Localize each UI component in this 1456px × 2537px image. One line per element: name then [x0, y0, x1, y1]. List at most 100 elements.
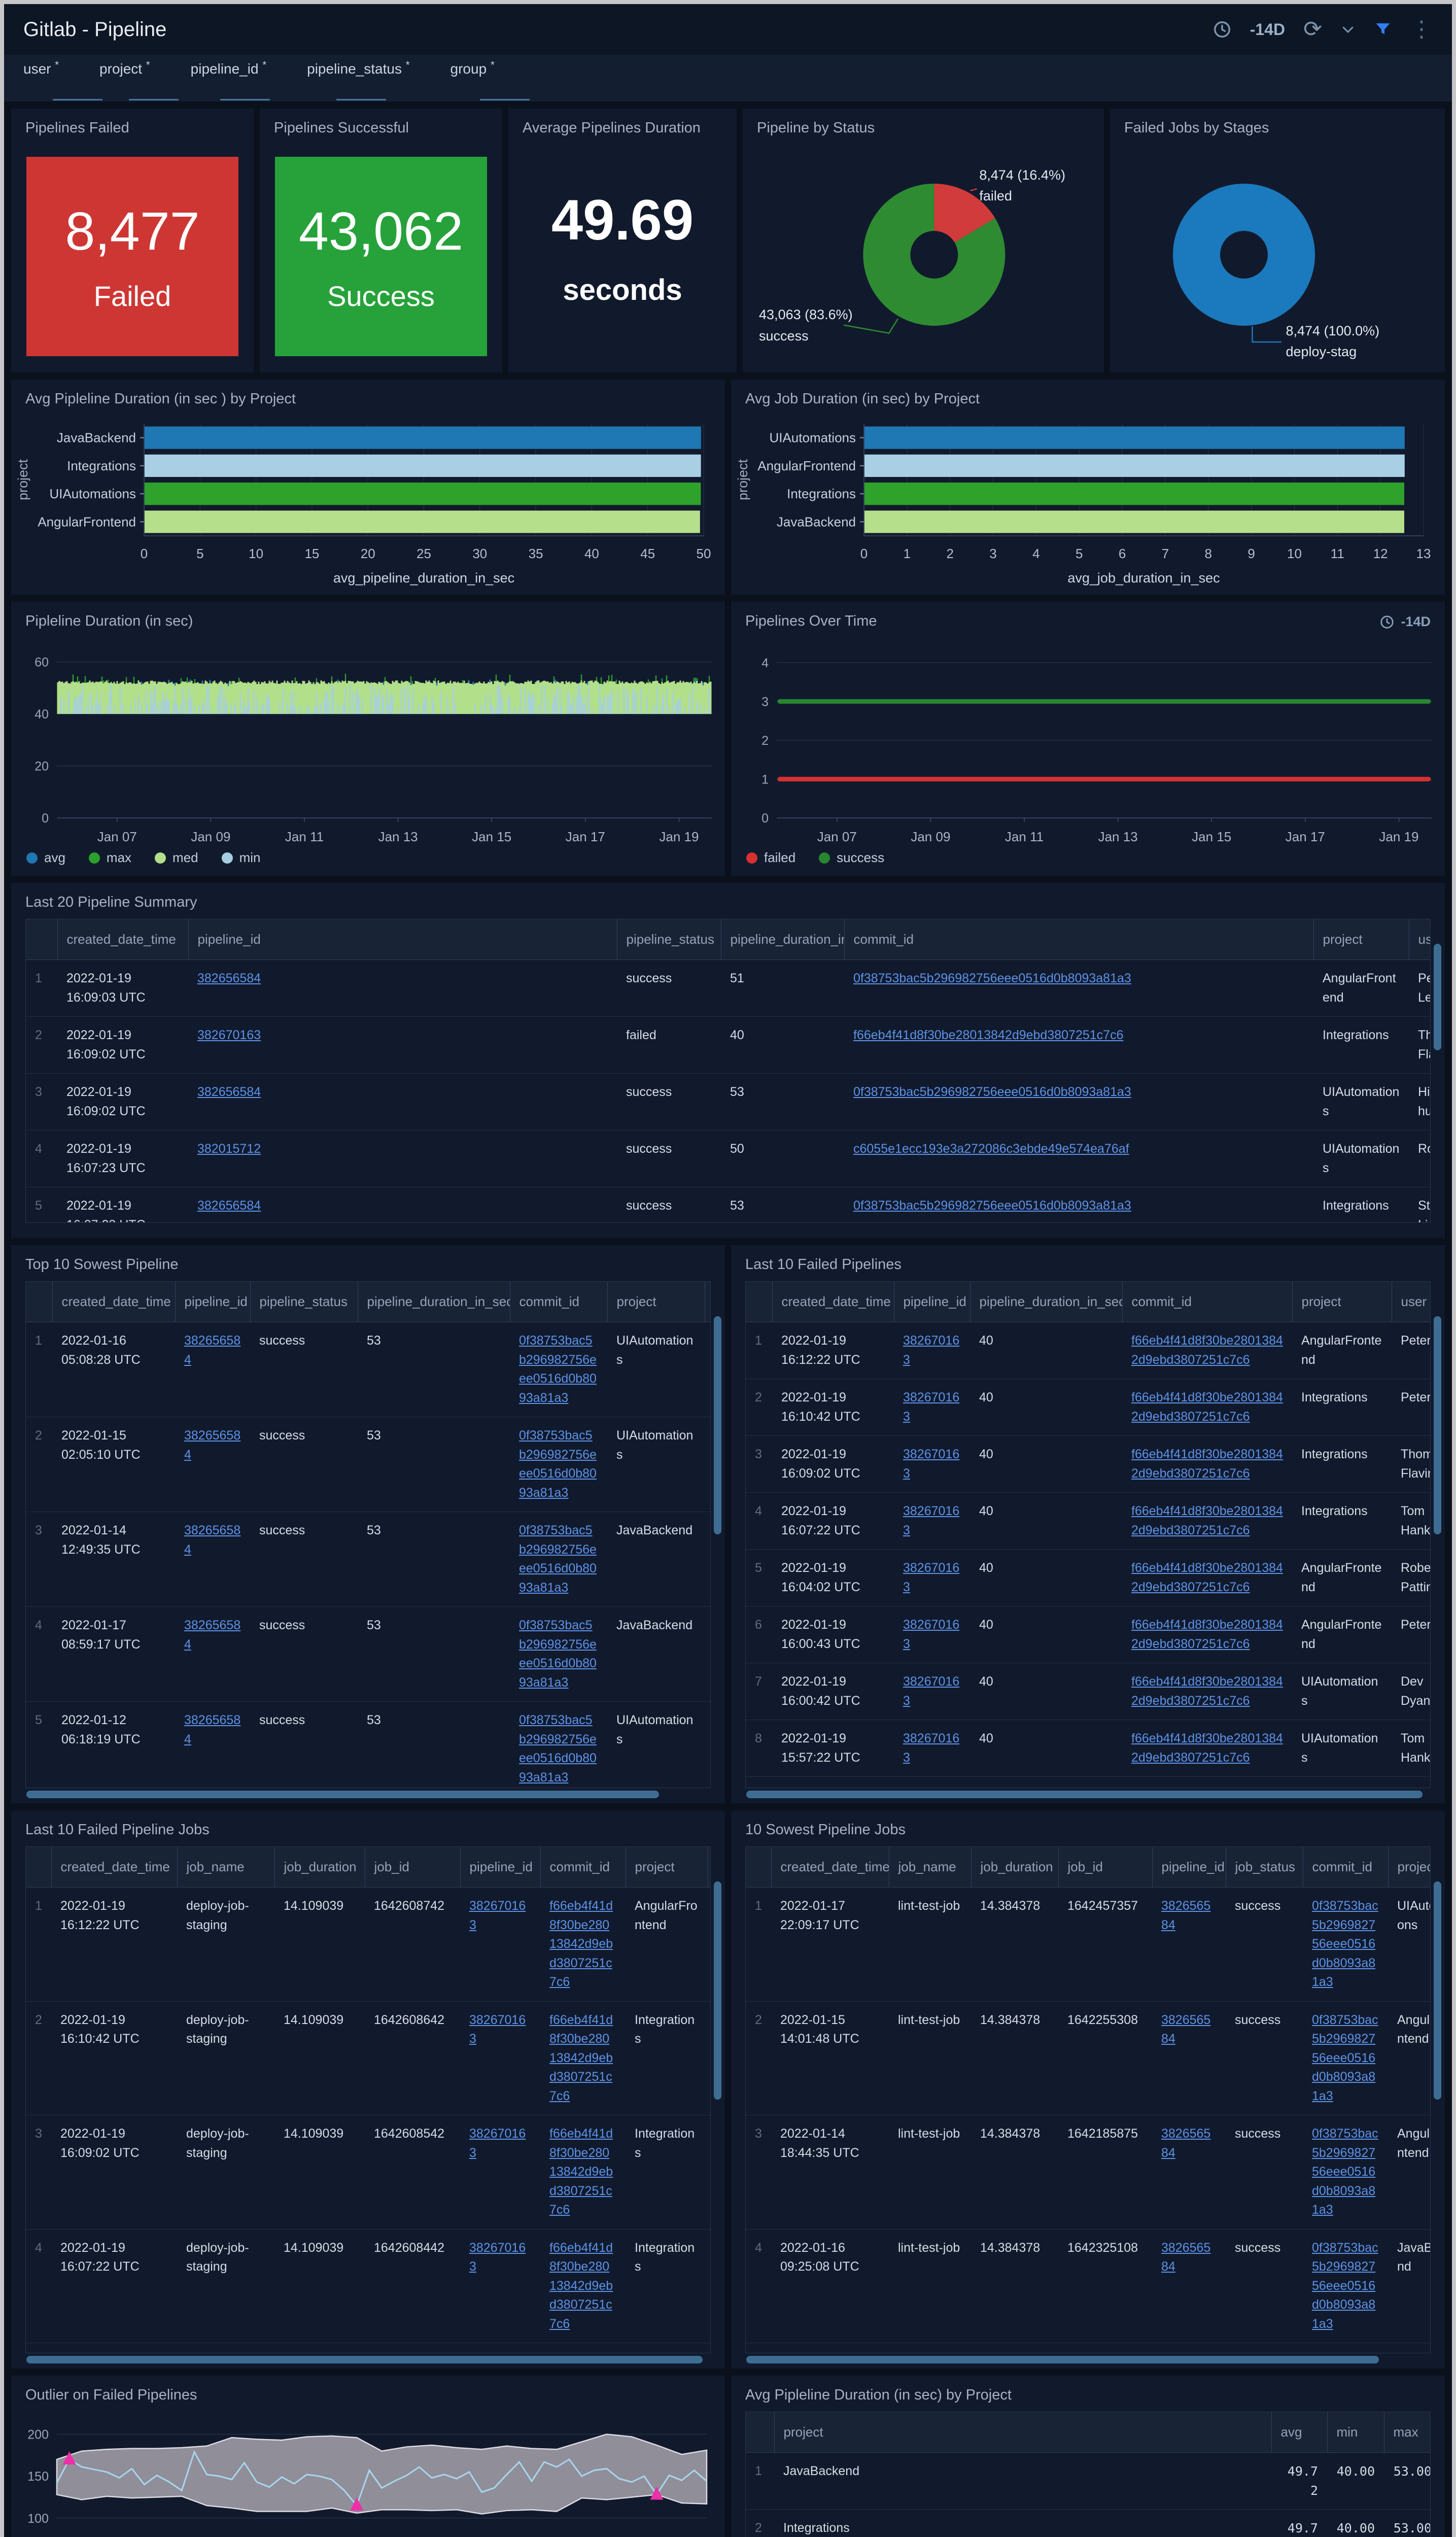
- column-header-created_date_time[interactable]: created_date_time: [771, 1847, 889, 1888]
- kebab-menu-icon[interactable]: ⋮: [1410, 17, 1433, 42]
- avg-pipeline-duration-bar-chart[interactable]: 0 5 10 15 20 25 30 35 40 45 50 JavaBackend Integrati…: [11, 413, 725, 595]
- pipeline_id-link[interactable]: 382656584: [1161, 2240, 1211, 2274]
- chevron-down-icon[interactable]: [1340, 22, 1356, 37]
- column-header-commit_id[interactable]: commit_id: [1122, 1282, 1292, 1322]
- pipeline_id-link[interactable]: 382656584: [1161, 2127, 1211, 2160]
- pipeline_id-link[interactable]: 382670163: [903, 1390, 960, 1424]
- failed-jobs-by-stages-donut-chart[interactable]: 8,474 (100.0%) deploy-stag: [1110, 142, 1445, 372]
- commit_id-link[interactable]: f66eb4f41d8f30be28013842d9ebd3807251c7c6: [549, 1899, 613, 1989]
- column-header-job_duration[interactable]: job_duration: [970, 1847, 1058, 1888]
- pipeline_id-link[interactable]: 382670163: [469, 1899, 526, 1932]
- column-header-project[interactable]: project: [774, 2412, 1271, 2453]
- commit_id-link[interactable]: f66eb4f41d8f30be28013842d9ebd3807251c7c6: [1131, 1561, 1283, 1594]
- column-header-commit_id[interactable]: commit_id: [509, 1282, 607, 1322]
- commit_id-link[interactable]: 0f38753bac5b296982756eee0516d0b8093a81a3: [853, 971, 1131, 985]
- column-header-min[interactable]: min: [1327, 2412, 1384, 2453]
- column-header-project[interactable]: project: [625, 1847, 708, 1888]
- column-header-project[interactable]: project: [1388, 1847, 1430, 1888]
- column-header-pipeline_id[interactable]: pipeline_id: [175, 1282, 250, 1322]
- column-header-commit_id[interactable]: commit_id: [844, 919, 1313, 960]
- pipeline-duration-time-series[interactable]: 0 20 40 60 Jan 07 Jan 09 Jan 11 Jan 13 Jan 15 Jan…: [11, 635, 725, 846]
- pipeline_id-link[interactable]: 382656584: [1161, 2012, 1211, 2046]
- pipeline_id-link[interactable]: 382670163: [903, 1333, 960, 1367]
- column-header-created_date_time[interactable]: created_date_time: [772, 1282, 894, 1322]
- pipeline_id-link[interactable]: 382670163: [903, 1618, 960, 1651]
- pipeline_id-link[interactable]: 382670163: [903, 1731, 960, 1765]
- pipeline_id-link[interactable]: 382670163: [903, 1447, 960, 1481]
- commit_id-link[interactable]: f66eb4f41d8f30be28013842d9ebd3807251c7c6: [1131, 1504, 1283, 1537]
- horizontal-scrollbar[interactable]: [26, 1791, 659, 1798]
- column-header-project[interactable]: project: [1292, 1282, 1392, 1322]
- commit_id-link[interactable]: 0f38753bac5b296982756eee0516d0b8093a81a3: [1312, 2240, 1378, 2331]
- commit_id-link[interactable]: 0f38753bac5b296982756eee0516d0b8093a81a3: [519, 1333, 597, 1405]
- project-filter-input[interactable]: [129, 85, 179, 100]
- column-header-max[interactable]: max: [1383, 2412, 1430, 2453]
- column-header-created_date_time[interactable]: created_date_time: [57, 919, 188, 960]
- column-header-pipeline_duration_in_sec[interactable]: pipeline_duration_in_sec: [720, 919, 844, 960]
- column-header-job_id[interactable]: job_id: [364, 1847, 460, 1888]
- vertical-scrollbar[interactable]: [1434, 944, 1441, 1050]
- horizontal-scrollbar[interactable]: [26, 2356, 703, 2363]
- column-header-pipeline_status[interactable]: pipeline_status: [616, 919, 721, 960]
- vertical-scrollbar[interactable]: [1434, 1316, 1441, 1534]
- filter-icon[interactable]: [1374, 20, 1392, 39]
- clock-icon[interactable]: [1212, 20, 1232, 39]
- column-header-commit_id[interactable]: commit_id: [540, 1847, 626, 1888]
- commit_id-link[interactable]: 0f38753bac5b296982756eee0516d0b8093a81a3: [1312, 1899, 1378, 1989]
- commit_id-link[interactable]: f66eb4f41d8f30be28013842d9ebd3807251c7c6: [1131, 1674, 1283, 1708]
- commit_id-link[interactable]: f66eb4f41d8f30be28013842d9ebd3807251c7c6: [1131, 1618, 1283, 1651]
- commit_id-link[interactable]: f66eb4f41d8f30be28013842d9ebd3807251c7c6: [549, 2127, 613, 2217]
- column-header-job_status[interactable]: job_status: [1225, 1847, 1303, 1888]
- pipelines-over-time-chart[interactable]: 0 1 2 3 4 Jan 07 Jan 09 Jan 11 Jan 13 Jan 15 Jan 1…: [731, 635, 1445, 846]
- column-header-pipeline_id[interactable]: pipeline_id: [188, 919, 617, 960]
- column-header-job_id[interactable]: job_id: [1058, 1847, 1152, 1888]
- user-filter-input[interactable]: [53, 85, 102, 100]
- column-header-created_date_time[interactable]: created_date_time: [52, 1282, 175, 1322]
- commit_id-link[interactable]: 0f38753bac5b296982756eee0516d0b8093a81a3: [853, 1198, 1131, 1213]
- pipeline_id-link[interactable]: 382656584: [184, 1523, 241, 1557]
- pipeline-by-status-donut-chart[interactable]: 8,474 (16.4%) failed 43,063 (83.6%) success: [743, 142, 1104, 372]
- commit_id-link[interactable]: 0f38753bac5b296982756eee0516d0b8093a81a3: [519, 1713, 597, 1785]
- refresh-icon[interactable]: ⟳: [1303, 17, 1322, 42]
- pipeline-status-filter-input[interactable]: [336, 85, 387, 100]
- pipeline_id-link[interactable]: 382656584: [197, 1198, 261, 1213]
- commit_id-link[interactable]: f66eb4f41d8f30be28013842d9ebd3807251c7c6: [1131, 1390, 1283, 1424]
- pipeline_id-link[interactable]: 382670163: [903, 1504, 960, 1537]
- column-header-pipeline_id[interactable]: pipeline_id: [460, 1847, 540, 1888]
- commit_id-link[interactable]: f66eb4f41d8f30be28013842d9ebd3807251c7c6: [1131, 1333, 1283, 1367]
- commit_id-link[interactable]: f66eb4f41d8f30be28013842d9ebd3807251c7c6: [853, 1028, 1124, 1042]
- column-header-created_date_time[interactable]: created_date_time: [51, 1847, 177, 1888]
- legend-item-avg[interactable]: avg: [26, 850, 65, 866]
- column-header-project[interactable]: project: [607, 1282, 705, 1322]
- pipeline_id-link[interactable]: 382670163: [469, 2127, 526, 2160]
- pipeline_id-link[interactable]: 382656584: [197, 971, 261, 985]
- column-header-job_name[interactable]: job_name: [177, 1847, 274, 1888]
- pipeline_id-link[interactable]: 382015712: [197, 1142, 261, 1156]
- commit_id-link[interactable]: 0f38753bac5b296982756eee0516d0b8093a81a3: [1312, 2127, 1378, 2217]
- commit_id-link[interactable]: c6055e1ecc193e3a272086c3ebde49e574ea76af: [853, 1142, 1129, 1156]
- commit_id-link[interactable]: f66eb4f41d8f30be28013842d9ebd3807251c7c6: [1131, 1447, 1283, 1481]
- commit_id-link[interactable]: f66eb4f41d8f30be28013842d9ebd3807251c7c6: [1131, 1731, 1283, 1765]
- column-header-avg[interactable]: avg: [1271, 2412, 1327, 2453]
- commit_id-link[interactable]: f66eb4f41d8f30be28013842d9ebd3807251c7c6: [549, 2240, 613, 2331]
- commit_id-link[interactable]: 0f38753bac5b296982756eee0516d0b8093a81a3: [519, 1523, 597, 1595]
- column-header-pipeline_duration_in_sec[interactable]: pipeline_duration_in_sec: [357, 1282, 510, 1322]
- horizontal-scrollbar[interactable]: [746, 2356, 1379, 2363]
- pipeline_id-link[interactable]: 382656584: [197, 1085, 261, 1099]
- pipeline_id-link[interactable]: 382656584: [184, 1713, 241, 1746]
- column-header-commit_id[interactable]: commit_id: [1302, 1847, 1388, 1888]
- column-header-project[interactable]: project: [1313, 919, 1409, 960]
- pipeline_id-link[interactable]: 382656584: [184, 1428, 241, 1462]
- column-header-pipeline_id[interactable]: pipeline_id: [1152, 1847, 1226, 1888]
- column-header-pipeline_id[interactable]: pipeline_id: [893, 1282, 970, 1322]
- pipeline_id-link[interactable]: 382670163: [469, 2012, 526, 2046]
- column-header-job_name[interactable]: job_name: [888, 1847, 971, 1888]
- column-header-user[interactable]: user: [1391, 1282, 1430, 1322]
- column-header-pipeline_duration_in_sec[interactable]: pipeline_duration_in_sec: [969, 1282, 1122, 1322]
- column-header-pipeline_status[interactable]: pipeline_status: [250, 1282, 358, 1322]
- pipeline-id-filter-input[interactable]: [220, 85, 270, 100]
- pipeline_id-link[interactable]: 382656584: [1161, 1899, 1211, 1932]
- horizontal-scrollbar[interactable]: [746, 1791, 1423, 1798]
- legend-item-max[interactable]: max: [88, 850, 131, 866]
